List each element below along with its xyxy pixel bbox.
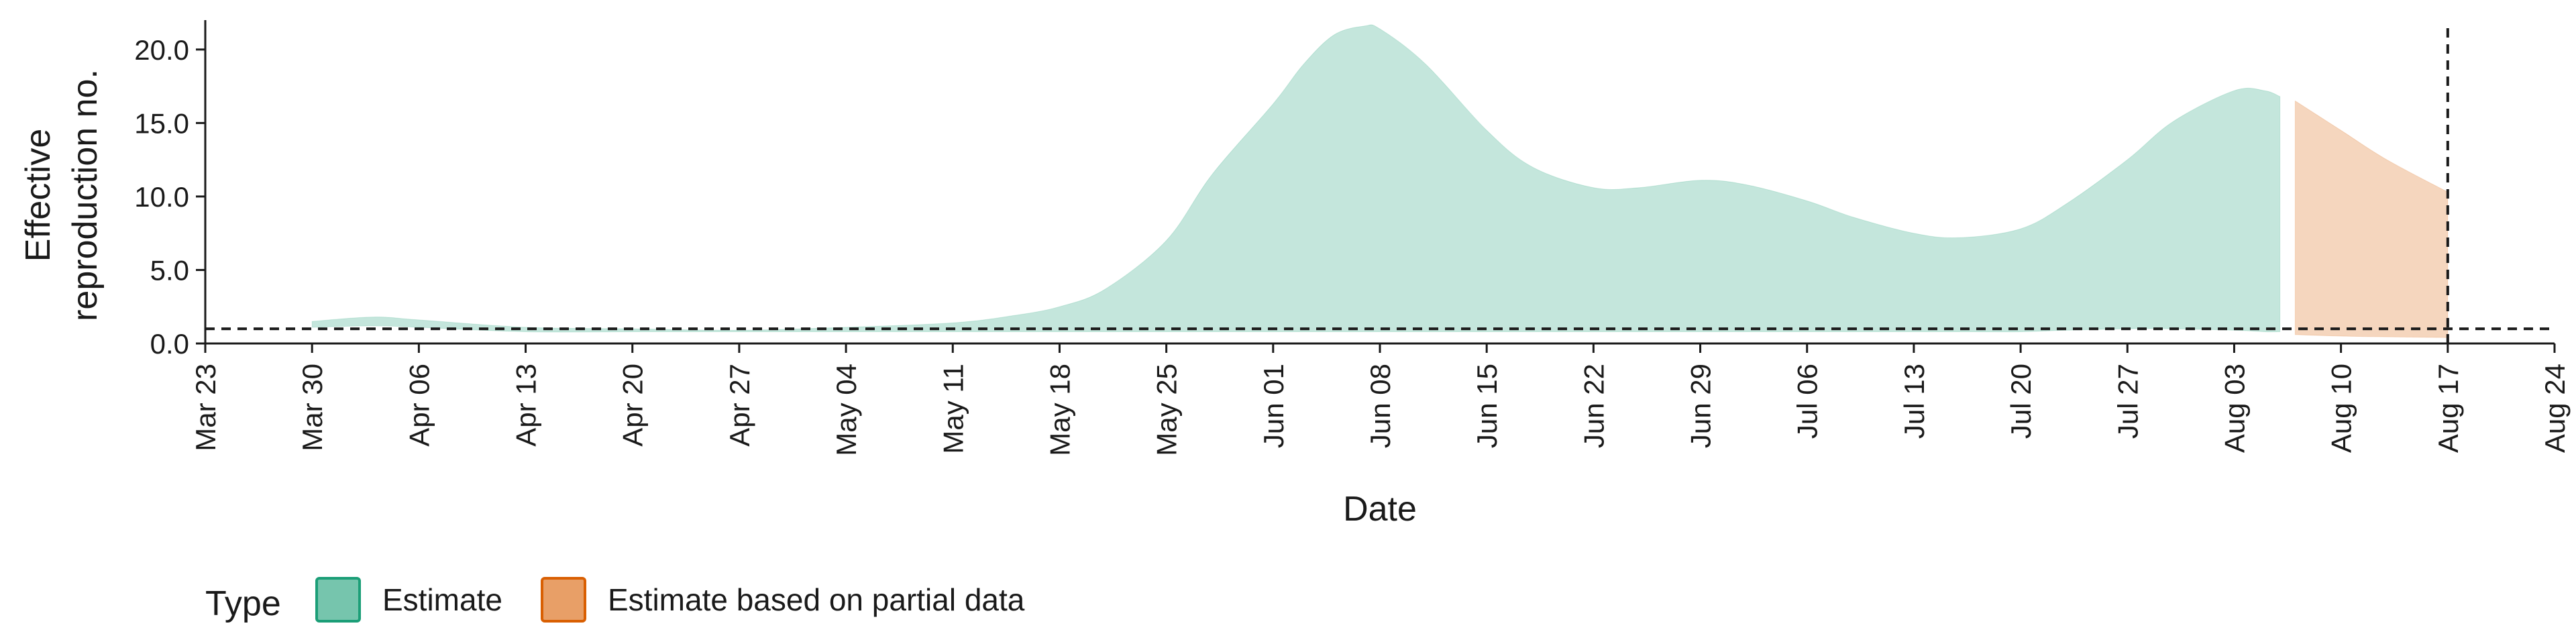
x-tick-label: Jun 15: [1471, 364, 1503, 448]
x-tick-label: Jun 22: [1578, 364, 1609, 448]
x-tick-label: Aug 10: [2326, 364, 2357, 453]
y-axis-title-line: Effective: [19, 129, 58, 262]
x-tick-label: May 25: [1151, 364, 1183, 456]
series-areas: [311, 24, 2449, 338]
x-tick-label: Jun 08: [1364, 364, 1396, 448]
axes: 0.0 5.0 10.0 15.0 20.0 Mar 23 Mar 30 Apr 06 Apr …: [19, 20, 2571, 529]
legend-key-partial-data: [541, 577, 586, 623]
y-axis-title-line: reproduction no.: [66, 69, 105, 321]
x-tick-label: Jul 13: [1898, 364, 1930, 439]
x-tick-label: May 04: [830, 364, 862, 456]
x-tick-label: Mar 23: [190, 364, 221, 451]
x-tick-label: Apr 13: [511, 364, 542, 447]
x-tick-label: May 11: [937, 364, 969, 454]
series-area-partial-data: [2294, 100, 2449, 338]
y-tick-label: 15.0: [134, 107, 189, 139]
legend-key-estimate: [315, 577, 361, 623]
x-tick-label: Apr 20: [617, 364, 649, 447]
x-tick-label: Jun 01: [1258, 364, 1289, 448]
x-tick-label: Aug 17: [2432, 364, 2464, 453]
x-tick-label: Jul 27: [2112, 364, 2143, 439]
x-tick-label: Jul 06: [1792, 364, 1823, 439]
x-tick-label: Aug 03: [2218, 364, 2250, 453]
y-tick-label: 10.0: [134, 181, 189, 213]
x-tick-label: Aug 24: [2539, 364, 2571, 453]
x-tick-label: Apr 06: [403, 364, 435, 447]
reference-lines: [205, 28, 2555, 343]
x-tick-label: May 18: [1044, 364, 1075, 456]
y-tick-label: 20.0: [134, 34, 189, 66]
legend-label: Estimate: [382, 582, 502, 617]
legend-title: Type: [205, 584, 281, 623]
y-axis-title: Effective reproduction no.: [19, 69, 105, 321]
x-axis-title: Date: [1343, 490, 1417, 529]
legend-label: Estimate based on partial data: [608, 582, 1025, 617]
y-tick-label: 0.0: [150, 328, 189, 360]
legend: Type Estimate Estimate based on partial da…: [205, 577, 1025, 623]
y-tick-label: 5.0: [150, 254, 189, 286]
x-tick-label: Apr 27: [724, 364, 755, 447]
series-area-estimate: [311, 24, 2281, 333]
x-tick-label: Jun 29: [1685, 364, 1717, 448]
x-tick-label: Mar 30: [297, 364, 328, 451]
x-tick-label: Jul 20: [2005, 364, 2037, 439]
